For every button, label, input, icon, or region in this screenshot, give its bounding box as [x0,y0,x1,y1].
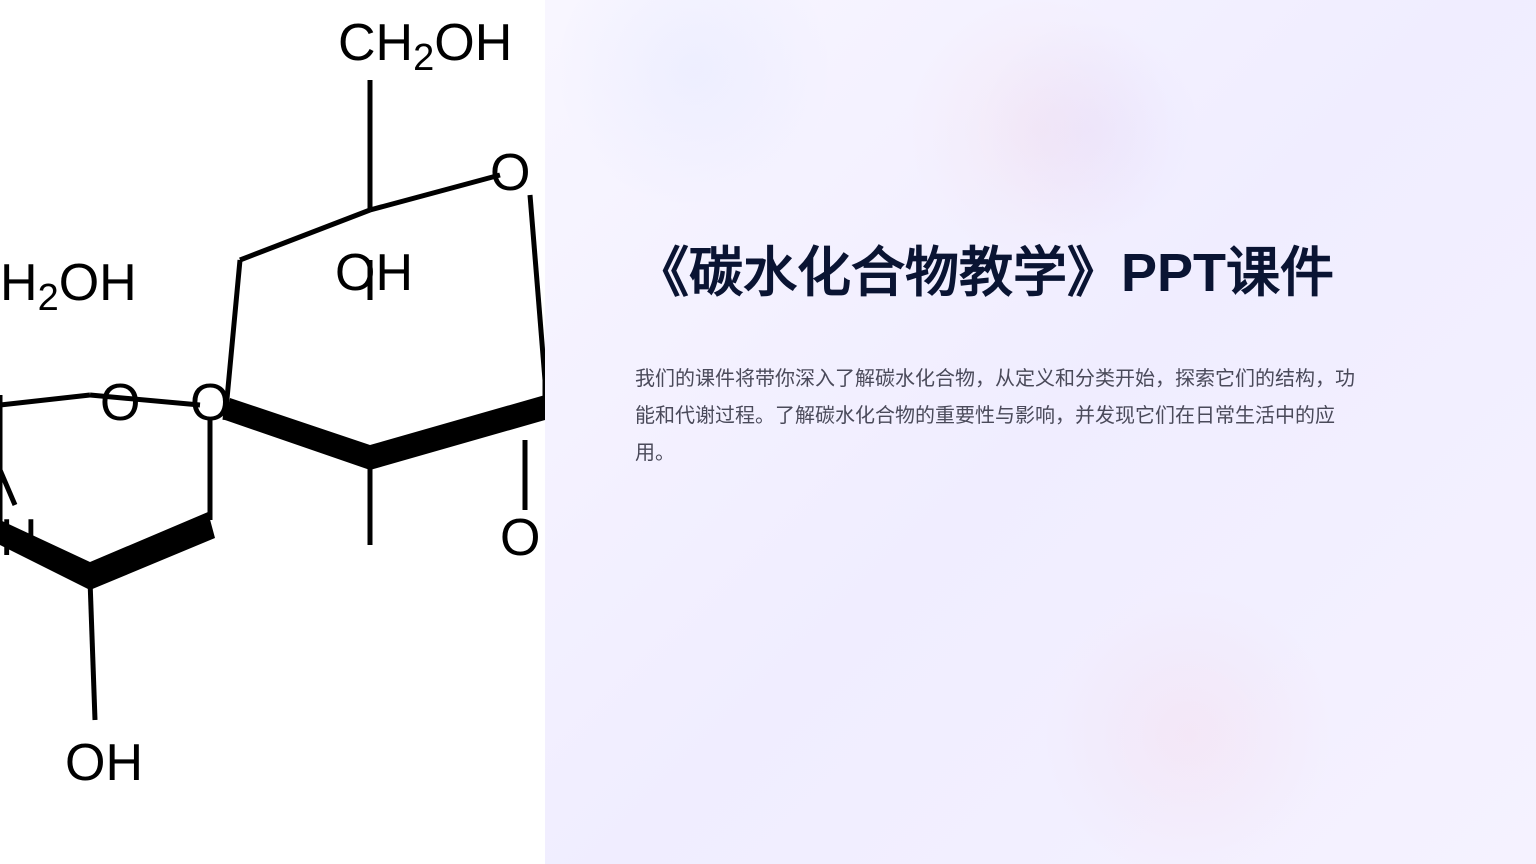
label-ch2oh: CH2OH [338,14,512,79]
slide-title: 《碳水化合物教学》PPT课件 [635,230,1456,316]
molecule-structure-icon: CH2OH H2OH OH O O O O H OH [0,0,545,864]
slide-container: CH2OH H2OH OH O O O O H OH 《碳水化合物教学》PPT课… [0,0,1536,864]
content-panel: 《碳水化合物教学》PPT课件 我们的课件将带你深入了解碳水化合物，从定义和分类开… [545,0,1536,864]
label-h2oh: H2OH [0,254,137,319]
slide-description: 我们的课件将带你深入了解碳水化合物，从定义和分类开始，探索它们的结构，功能和代谢… [635,361,1365,472]
label-o-mid-right: O [190,374,230,432]
label-h-left: H [0,509,38,567]
label-o-right: O [490,144,530,202]
label-o-mid-left: O [100,374,140,432]
label-oh-bottom: OH [65,734,143,792]
label-o-bottom-right: O [500,509,540,567]
molecule-diagram-panel: CH2OH H2OH OH O O O O H OH [0,0,545,864]
label-oh-center: OH [335,244,413,302]
